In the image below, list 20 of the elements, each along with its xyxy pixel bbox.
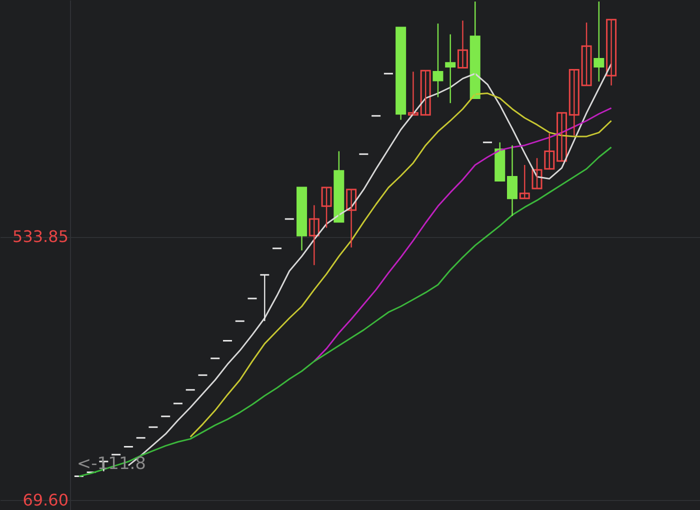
candlestick [581,22,592,86]
candlestick [519,164,530,200]
candlestick [457,20,468,68]
line-series [313,107,612,362]
candlestick [445,34,456,104]
y-tick-label: 533.85 [12,227,68,246]
candlestick [259,274,270,322]
candlestick [308,204,320,266]
line-series [78,146,612,477]
line-series [190,92,612,438]
candlestick [408,71,418,116]
candlestick [594,0,604,82]
candlestick [556,112,568,162]
candlestick [568,68,580,136]
candlestick [432,22,444,98]
y-tick-label: 69.60 [22,490,68,510]
candlestick [606,18,617,86]
candlestick [420,70,431,116]
candlestick [346,188,357,248]
candlestick [321,186,332,228]
